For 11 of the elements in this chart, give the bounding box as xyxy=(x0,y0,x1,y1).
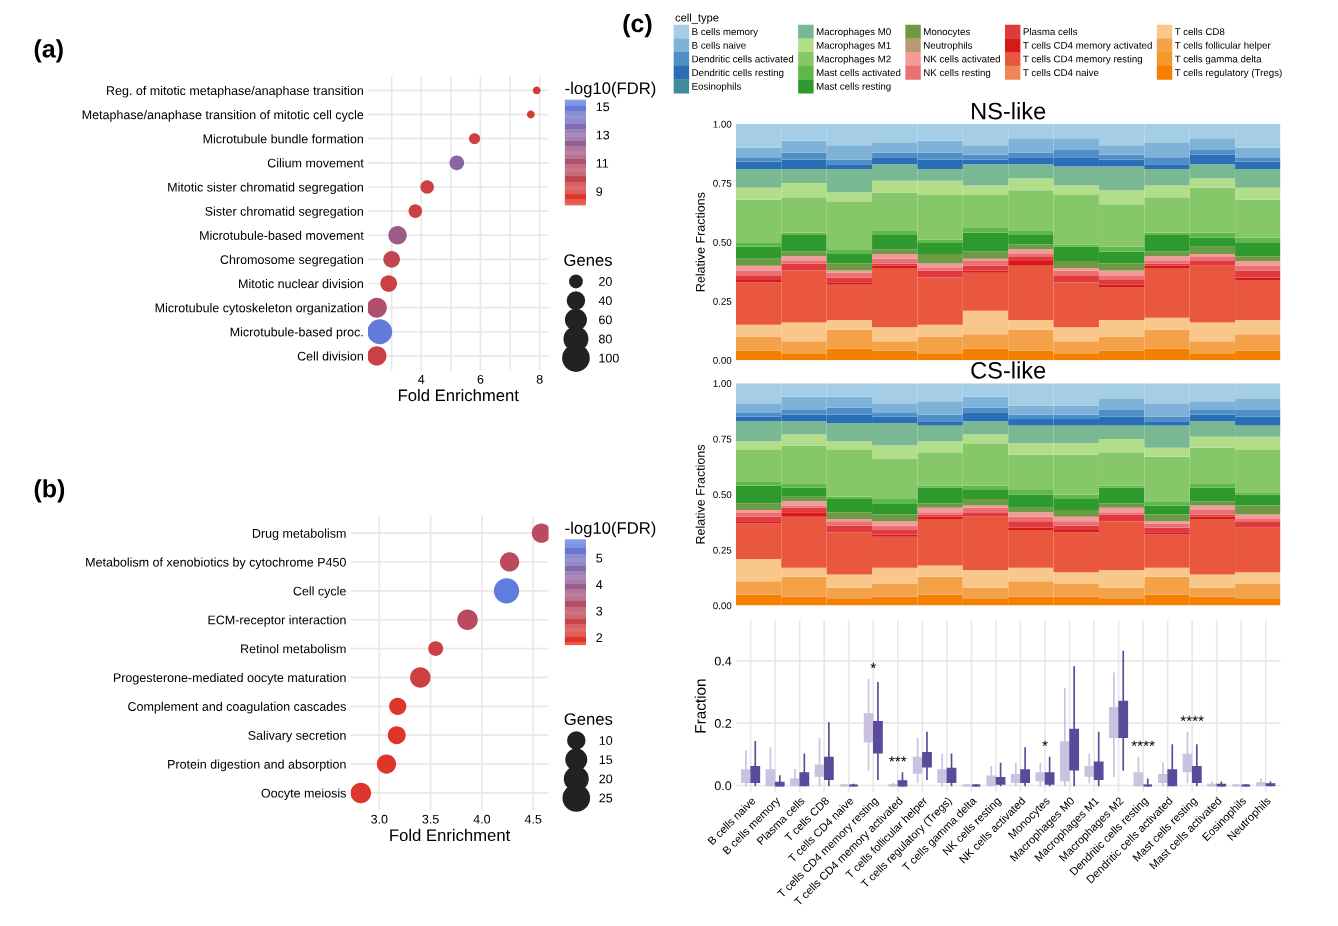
color-bar-title: -log10(FDR) xyxy=(565,521,656,538)
x-axis-title: Fold Enrichment xyxy=(390,828,511,842)
color-bar-title: -log10(FDR) xyxy=(565,81,656,98)
chart-title: NS-like xyxy=(972,102,1046,120)
legend-title: Genes xyxy=(564,713,613,725)
x-axis-title: Fold Enrichment xyxy=(398,389,519,402)
text: (b) xyxy=(34,479,65,503)
legend-title: Genes xyxy=(564,254,612,266)
text: (a) xyxy=(34,39,63,63)
text: (c) xyxy=(623,13,652,38)
chart-title: CS-like xyxy=(971,361,1046,379)
